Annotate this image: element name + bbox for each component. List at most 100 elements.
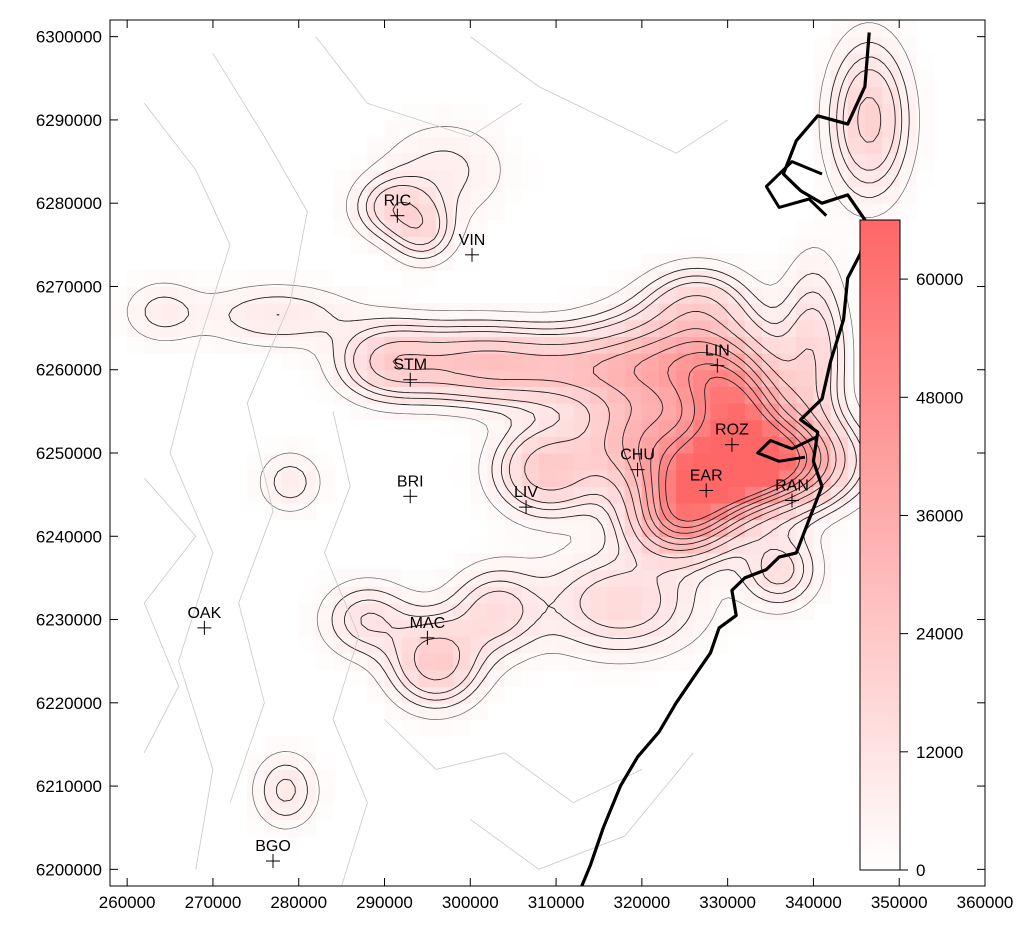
density-cell <box>693 519 712 537</box>
density-cell <box>624 652 643 671</box>
density-cell <box>487 169 506 188</box>
density-cell <box>384 236 403 254</box>
x-tick-label: 300000 <box>442 893 499 912</box>
density-cell <box>315 453 334 471</box>
density-cell <box>350 586 368 604</box>
density-cell <box>521 369 540 387</box>
density-cell <box>796 469 815 487</box>
density-cell <box>470 602 489 621</box>
density-cell <box>521 153 540 171</box>
density-cell <box>298 369 317 387</box>
density-cell <box>487 319 506 338</box>
density-cell <box>487 419 506 437</box>
density-cell <box>247 819 266 837</box>
density-cell <box>813 303 832 321</box>
density-cell <box>487 536 506 554</box>
density-cell <box>350 169 368 188</box>
density-cell <box>435 652 454 671</box>
density-cell <box>418 303 437 321</box>
density-cell <box>607 602 626 621</box>
density-cell <box>384 602 403 621</box>
density-cell <box>435 586 454 604</box>
density-cell <box>281 486 300 504</box>
density-cell <box>333 319 351 338</box>
density-cell <box>367 236 386 254</box>
density-cell <box>641 536 660 554</box>
terrain-contour <box>143 477 197 753</box>
density-cell <box>882 103 900 121</box>
density-cell <box>487 669 506 687</box>
density-cell <box>676 602 694 621</box>
density-cell <box>538 502 557 521</box>
density-cell <box>641 619 660 637</box>
density-cell <box>504 519 523 537</box>
density-cell <box>264 303 283 321</box>
x-tick-label: 310000 <box>528 893 585 912</box>
density-cell <box>470 419 489 437</box>
density-cell <box>521 652 540 671</box>
station: ROZ <box>715 422 749 452</box>
density-cell <box>110 303 128 321</box>
density-cell <box>435 419 454 437</box>
density-cell <box>796 336 815 354</box>
density-cell <box>676 403 694 421</box>
density-cell <box>590 636 609 654</box>
density-cell <box>401 353 420 371</box>
x-tick-label: 260000 <box>99 893 156 912</box>
density-cell <box>521 436 540 454</box>
density-cell <box>298 819 317 837</box>
density-cell <box>556 569 574 587</box>
density-cell <box>538 453 557 471</box>
density-cell <box>453 153 471 171</box>
density-cell <box>779 602 797 621</box>
density-cell <box>144 286 163 304</box>
density-cell <box>384 686 403 704</box>
density-cell <box>727 469 746 487</box>
density-cell <box>590 419 609 437</box>
density-cell <box>470 502 489 521</box>
density-cell <box>761 419 780 437</box>
density-cell <box>315 486 334 504</box>
density-cell <box>504 669 523 687</box>
density-cell <box>453 669 471 687</box>
station-label: MAC <box>410 615 446 632</box>
density-cell <box>710 469 729 487</box>
colorbar-tick-label: 12000 <box>916 743 963 762</box>
x-tick-label: 360000 <box>957 893 1014 912</box>
density-cell <box>693 536 712 554</box>
density-cell <box>350 186 368 204</box>
station: STM <box>393 357 427 387</box>
density-cell <box>693 336 712 354</box>
density-cell <box>333 636 351 654</box>
density-cell <box>521 669 540 687</box>
density-cell <box>418 686 437 704</box>
density-cell <box>521 569 540 587</box>
density-cell <box>538 652 557 671</box>
density-cell <box>401 219 420 238</box>
density-cell <box>281 819 300 837</box>
density-cell <box>710 336 729 354</box>
x-tick-label: 330000 <box>699 893 756 912</box>
colorbar-tick-label: 24000 <box>916 625 963 644</box>
density-cell <box>435 319 454 338</box>
density-cell <box>573 619 591 637</box>
density-cell <box>298 769 317 787</box>
density-cell <box>264 802 283 820</box>
density-cell <box>899 136 917 154</box>
density-cell <box>333 602 351 621</box>
density-cell <box>453 219 471 238</box>
density-cell <box>504 502 523 521</box>
density-cell <box>590 502 609 521</box>
density-cell <box>384 586 403 604</box>
density-cell <box>624 586 643 604</box>
density-cell <box>659 336 677 354</box>
density-cell <box>333 336 351 354</box>
density-cell <box>144 269 163 288</box>
density-cell <box>659 469 677 487</box>
density-cell <box>916 69 935 88</box>
density-cell <box>659 586 677 604</box>
density-cell <box>418 253 437 271</box>
density-cell <box>590 286 609 304</box>
density-cell <box>641 403 660 421</box>
density-cell <box>367 686 386 704</box>
